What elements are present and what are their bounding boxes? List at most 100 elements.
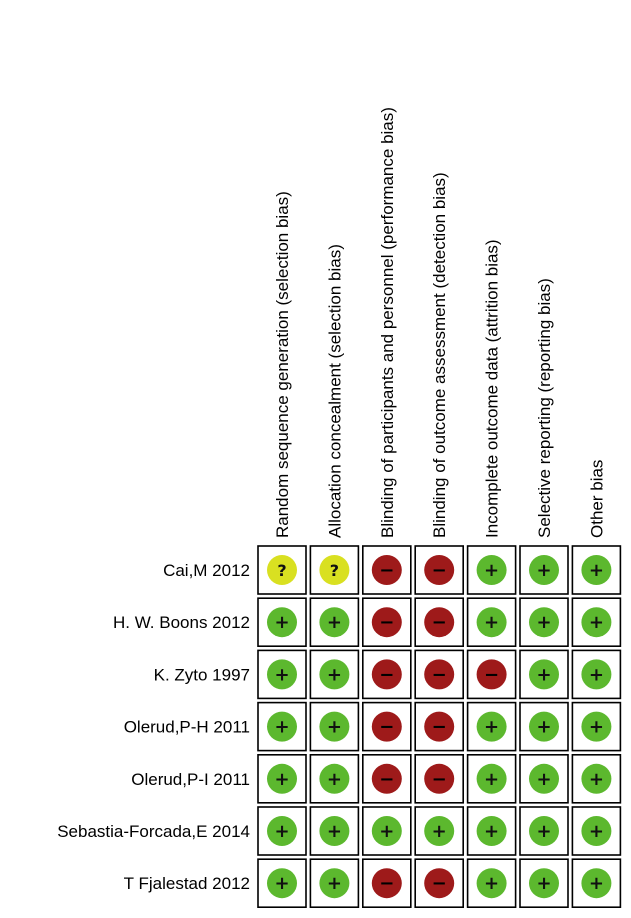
low-risk-symbol: + — [379, 821, 394, 842]
judgement-cell-r2-c6: + — [519, 597, 569, 648]
low-risk-circle-icon — [529, 555, 559, 585]
study-label-h-w-boons-2012: H. W. Boons 2012 — [113, 613, 250, 632]
low-risk-circle-icon — [319, 659, 350, 690]
high-risk-circle-icon — [371, 555, 402, 585]
high-risk-symbol: − — [432, 612, 447, 633]
low-risk-circle-icon — [476, 816, 507, 846]
low-risk-symbol: + — [274, 821, 289, 842]
judgement-cell-r7-c6: + — [519, 858, 569, 909]
unclear-risk-circle-icon — [319, 555, 350, 585]
judgement-cell-r5-c4: − — [414, 753, 465, 804]
judgement-cell-r6-c1: + — [257, 806, 307, 856]
judgement-cell-r2-c7: + — [571, 597, 622, 648]
low-risk-circle-icon — [581, 816, 612, 846]
low-risk-circle-icon — [476, 868, 507, 899]
low-risk-symbol: + — [589, 612, 604, 633]
judgement-cell-r3-c7: + — [571, 649, 622, 700]
low-risk-circle-icon — [267, 711, 297, 742]
judgement-cell-r6-c2: + — [309, 806, 360, 856]
low-risk-symbol: + — [536, 560, 551, 581]
low-risk-circle-icon — [581, 607, 612, 638]
cell-border — [466, 597, 517, 648]
judgement-cell-r5-c1: + — [257, 753, 307, 804]
high-risk-circle-icon — [371, 607, 402, 638]
judgement-cell-r4-c5: + — [466, 701, 517, 752]
high-risk-circle-icon — [424, 555, 455, 585]
low-risk-symbol: + — [327, 664, 342, 685]
judgement-cell-r6-c6: + — [519, 806, 569, 856]
high-risk-circle-icon — [371, 711, 402, 742]
judgement-cell-r4-c6: + — [519, 701, 569, 752]
judgement-cell-r1-c2: ? — [309, 545, 360, 595]
study-label-cai-m-2012: Cai,M 2012 — [163, 561, 250, 580]
judgement-cell-r3-c4: − — [414, 649, 465, 700]
high-risk-symbol: − — [432, 664, 447, 685]
low-risk-circle-icon — [267, 816, 297, 846]
judgement-cell-r3-c2: + — [309, 649, 360, 700]
low-risk-symbol: + — [536, 769, 551, 790]
judgement-cell-r1-c3: − — [361, 545, 412, 595]
high-risk-circle-icon — [424, 659, 455, 690]
low-risk-symbol: + — [274, 664, 289, 685]
judgement-cell-r3-c1: + — [257, 649, 307, 700]
high-risk-symbol: − — [484, 664, 499, 685]
high-risk-symbol: − — [432, 717, 447, 738]
high-risk-symbol: − — [432, 769, 447, 790]
low-risk-circle-icon — [267, 607, 297, 638]
low-risk-symbol: + — [327, 612, 342, 633]
low-risk-circle-icon — [476, 555, 507, 585]
low-risk-symbol: + — [589, 769, 604, 790]
low-risk-circle-icon — [581, 555, 612, 585]
judgement-cell-r1-c6: + — [519, 545, 569, 595]
low-risk-circle-icon — [319, 816, 350, 846]
low-risk-symbol: + — [274, 717, 289, 738]
judgement-cell-r7-c5: + — [466, 858, 517, 909]
low-risk-symbol: + — [589, 560, 604, 581]
domain-label-7: Other bias — [587, 460, 606, 538]
high-risk-symbol: − — [432, 560, 447, 581]
judgement-cell-r4-c2: + — [309, 701, 360, 752]
judgement-cell-r3-c3: − — [361, 649, 412, 700]
domain-label-4: Blinding of outcome assessment (detectio… — [430, 172, 449, 538]
judgement-cell-r5-c2: + — [309, 753, 360, 804]
low-risk-symbol: + — [484, 717, 499, 738]
high-risk-circle-icon — [371, 763, 402, 794]
high-risk-circle-icon — [424, 763, 455, 794]
judgement-cell-r3-c5: − — [466, 649, 517, 700]
judgement-cell-r4-c3: − — [361, 701, 412, 752]
low-risk-symbol: + — [536, 873, 551, 894]
judgement-cell-r1-c7: + — [571, 545, 622, 595]
judgement-cell-r7-c1: + — [257, 858, 307, 909]
judgement-cell-r6-c4: + — [414, 806, 465, 856]
high-risk-symbol: − — [379, 612, 394, 633]
low-risk-circle-icon — [319, 711, 350, 742]
cell-border — [257, 649, 307, 700]
low-risk-circle-icon — [581, 659, 612, 690]
low-risk-circle-icon — [529, 711, 559, 742]
judgement-cell-r1-c4: − — [414, 545, 465, 595]
judgement-cell-r4-c7: + — [571, 701, 622, 752]
study-labels: Cai,M 2012 H. W. Boons 2012 K. Zyto 1997 Ol… — [57, 561, 250, 893]
judgement-cell-r6-c3: + — [361, 806, 412, 856]
low-risk-symbol: + — [274, 612, 289, 633]
low-risk-circle-icon — [529, 816, 559, 846]
low-risk-circle-icon — [267, 763, 297, 794]
high-risk-circle-icon — [371, 868, 402, 899]
judgement-cell-r5-c6: + — [519, 753, 569, 804]
low-risk-symbol: + — [536, 664, 551, 685]
low-risk-symbol: + — [327, 717, 342, 738]
low-risk-symbol: + — [536, 821, 551, 842]
low-risk-circle-icon — [476, 763, 507, 794]
domain-labels: Random sequence generation (selection bi… — [273, 107, 606, 538]
domain-label-3: Blinding of participants and personnel (… — [378, 107, 397, 538]
low-risk-symbol: + — [432, 821, 447, 842]
judgement-cell-r2-c2: + — [309, 597, 360, 648]
low-risk-circle-icon — [267, 868, 297, 899]
high-risk-symbol: − — [432, 873, 447, 894]
judgement-cell-r7-c3: − — [361, 858, 412, 909]
judgement-cell-r2-c5: + — [466, 597, 517, 648]
judgement-cell-r2-c3: − — [361, 597, 412, 648]
low-risk-circle-icon — [581, 711, 612, 742]
judgement-cell-r4-c1: + — [257, 701, 307, 752]
low-risk-circle-icon — [529, 763, 559, 794]
